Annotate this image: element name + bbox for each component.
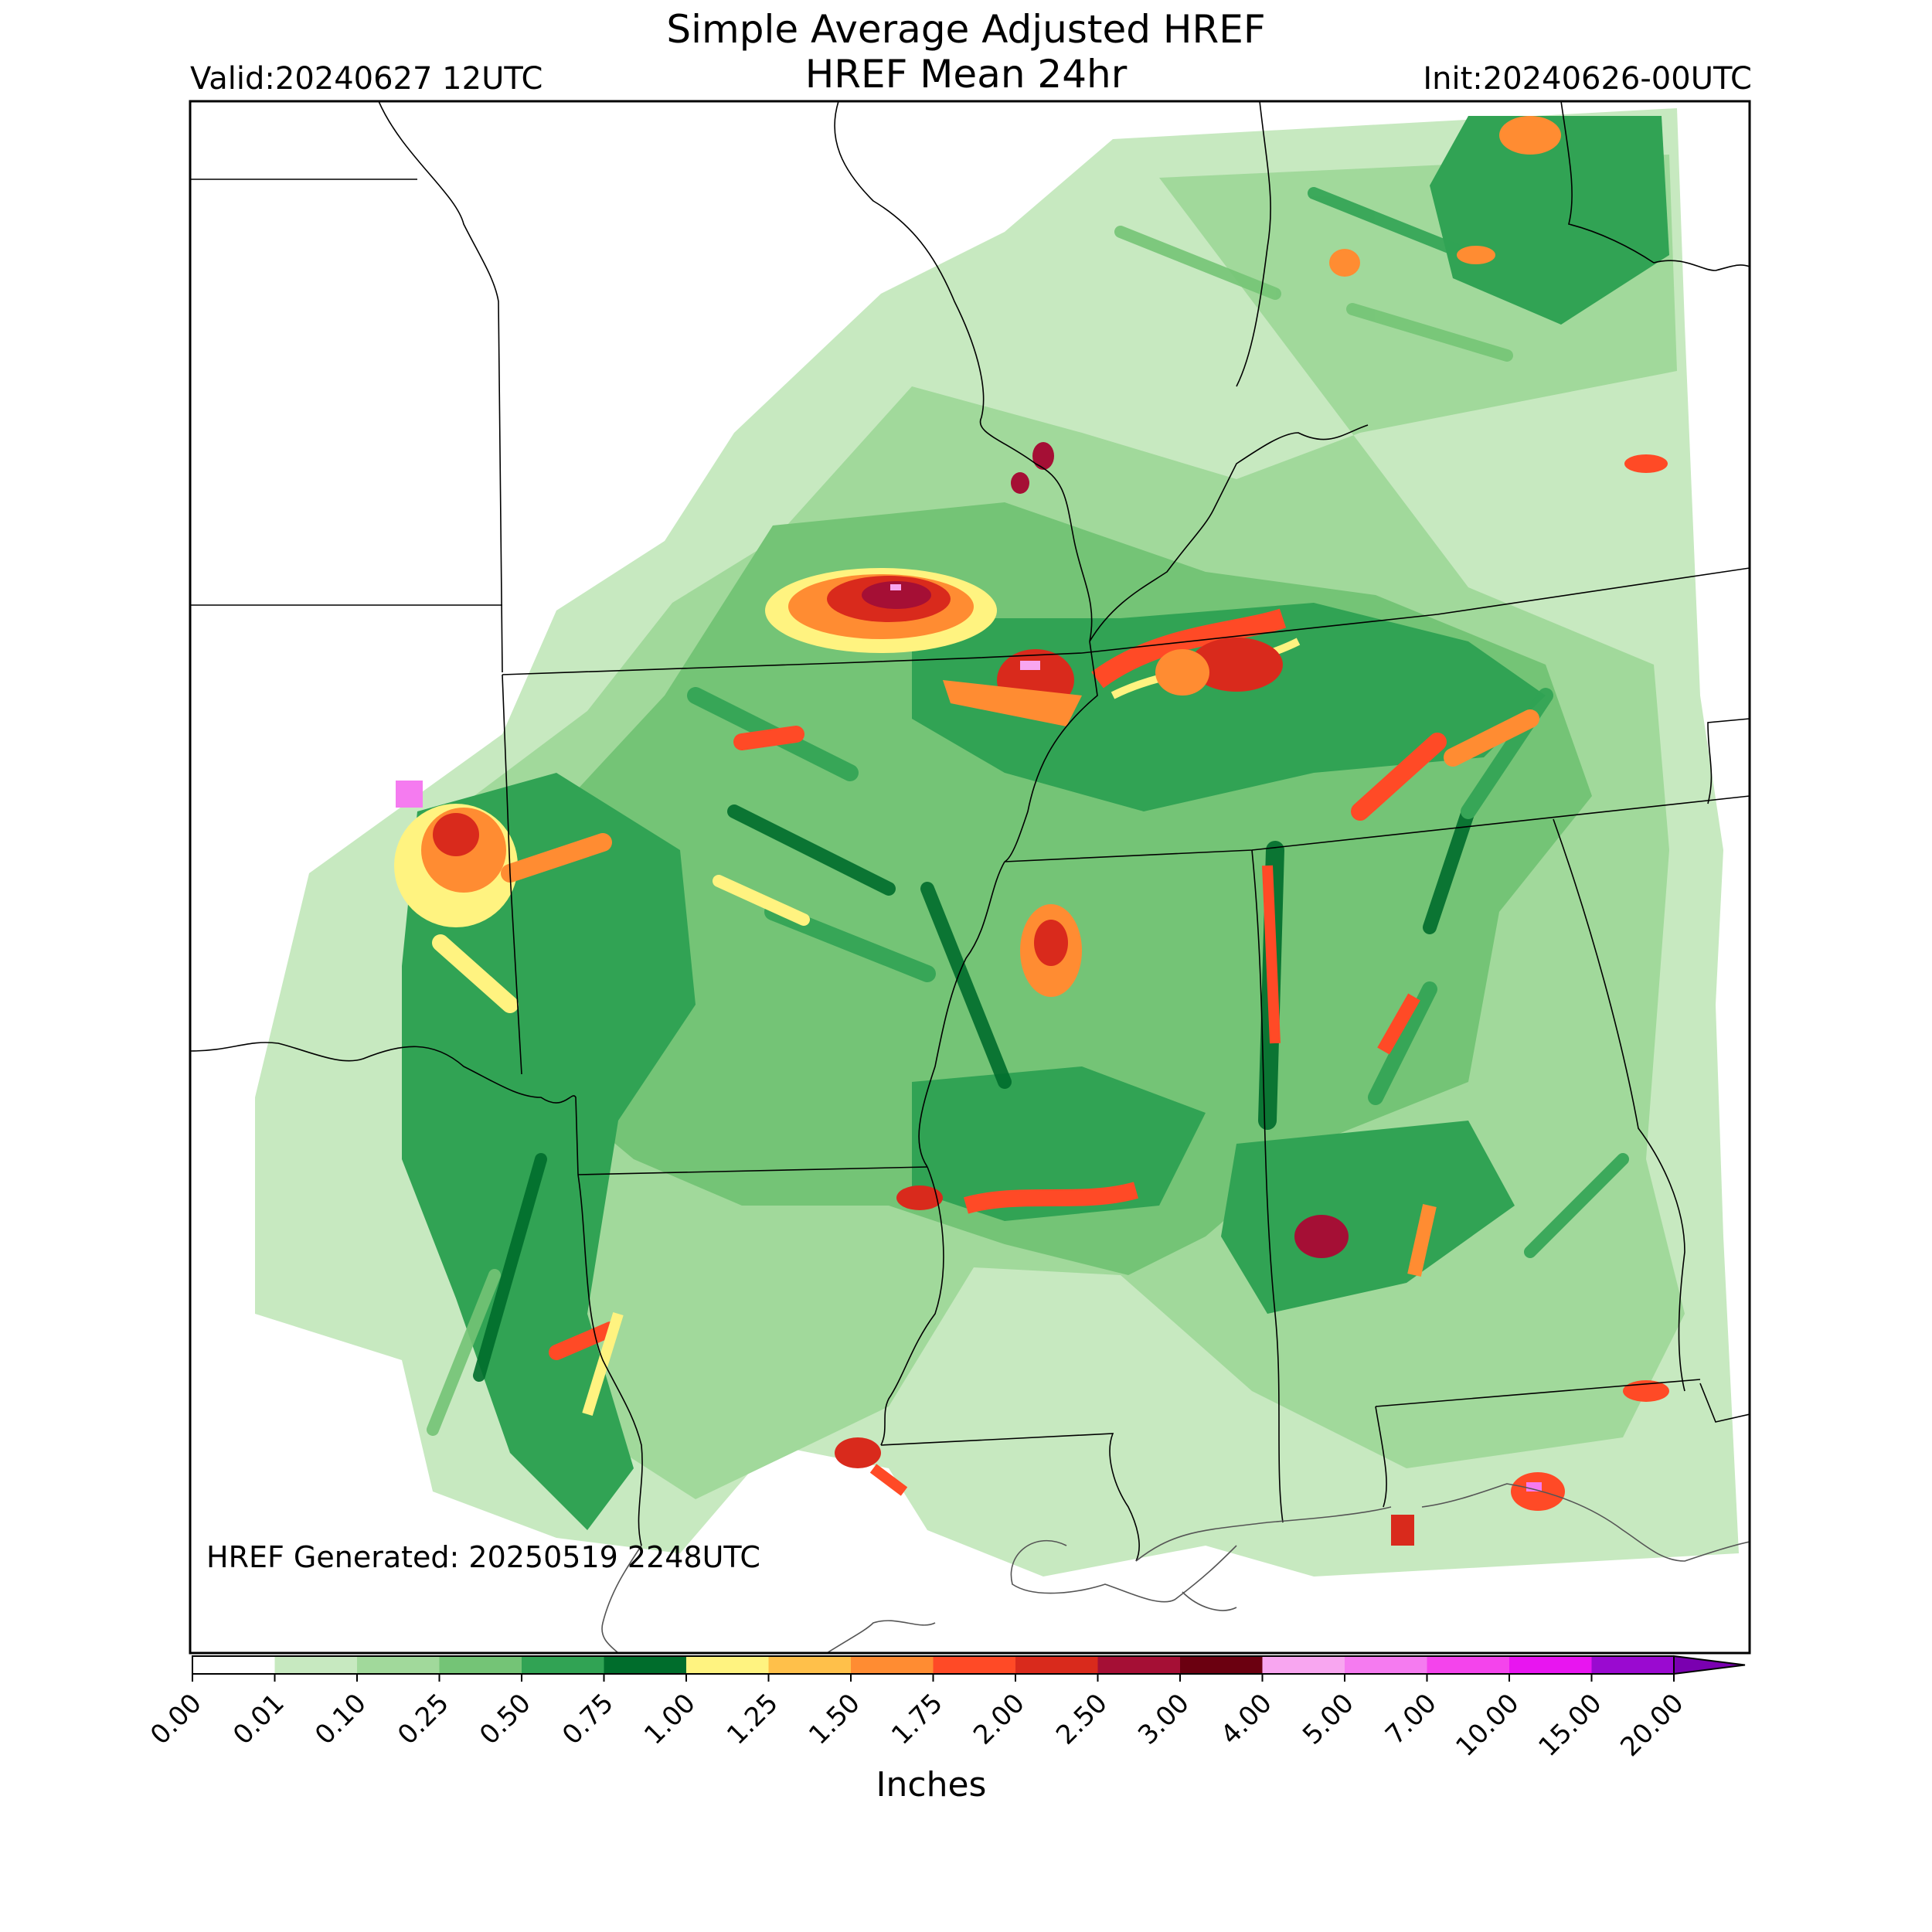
precip-area-0.50-d — [1221, 1121, 1515, 1314]
colorbar-segment — [439, 1656, 522, 1674]
map-frame — [189, 100, 1751, 1655]
state-borders — [190, 101, 1750, 1562]
colorbar-segment — [604, 1656, 687, 1674]
colorbar-segment — [933, 1656, 1016, 1674]
generated-timestamp: HREF Generated: 20250519 2248UTC — [206, 1540, 760, 1574]
colorbar-segment — [1097, 1656, 1181, 1674]
valid-time-label: Valid:20240627 12UTC — [190, 61, 543, 97]
colorbar-segment — [357, 1656, 440, 1674]
precip-area-0.50-b — [912, 603, 1546, 811]
precip-area-0.50 — [402, 773, 696, 1530]
coastline — [601, 1483, 1750, 1653]
colorbar-segment — [274, 1656, 358, 1674]
heavy-precip-cells — [394, 116, 1669, 1546]
colorbar-extend-arrow — [1673, 1655, 1746, 1675]
colorbar-segment — [1180, 1656, 1263, 1674]
precip-area-0.50-e — [1430, 116, 1669, 325]
init-time-label: Init:20240626-00UTC — [1423, 61, 1752, 97]
precipitation-field — [255, 108, 1739, 1577]
colorbar-segment — [686, 1656, 769, 1674]
colorbar-segment — [1591, 1656, 1675, 1674]
colorbar-segment — [1015, 1656, 1098, 1674]
colorbar-segment — [1509, 1656, 1592, 1674]
colorbar-segment — [1427, 1656, 1510, 1674]
colorbar-units-label: Inches — [876, 1765, 987, 1804]
colorbar-segment — [1262, 1656, 1345, 1674]
chart-title: Simple Average Adjusted HREF — [666, 7, 1266, 52]
colorbar-segment — [768, 1656, 852, 1674]
colorbar-segment — [192, 1656, 275, 1674]
chart-subtitle: HREF Mean 24hr — [804, 52, 1128, 97]
colorbar-segment — [522, 1656, 604, 1674]
colorbar-segment — [851, 1656, 934, 1674]
colorbar-segment — [1345, 1656, 1427, 1674]
